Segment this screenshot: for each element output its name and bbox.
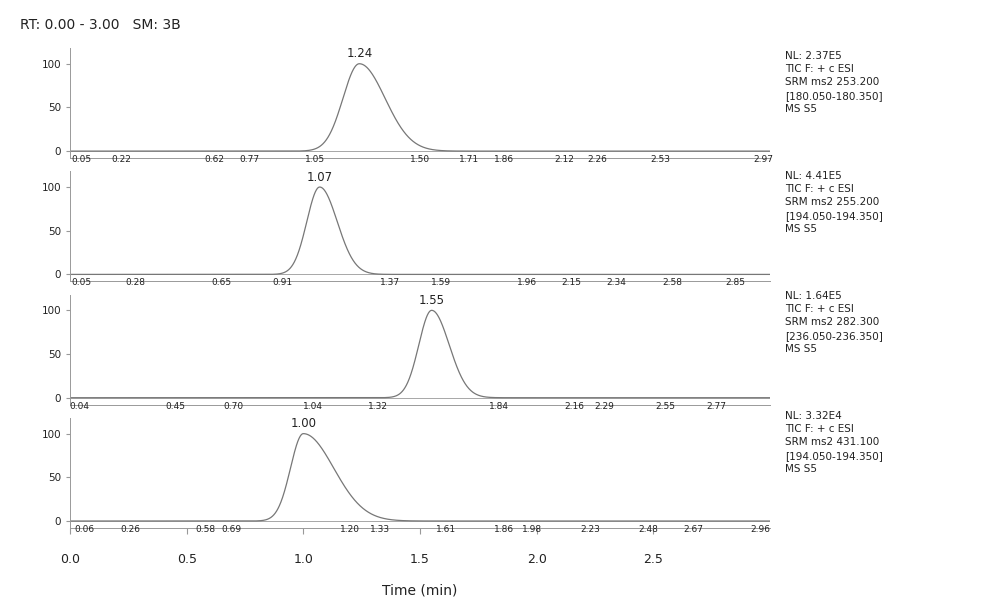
Text: 2.53: 2.53: [650, 155, 670, 164]
Text: RT: 0.00 - 3.00   SM: 3B: RT: 0.00 - 3.00 SM: 3B: [20, 18, 181, 32]
Text: 2.77: 2.77: [706, 401, 726, 410]
Text: 2.85: 2.85: [725, 278, 745, 287]
Text: 0.06: 0.06: [74, 525, 94, 534]
Text: 1.24: 1.24: [346, 47, 372, 60]
Text: 0.62: 0.62: [205, 155, 225, 164]
Text: 1.50: 1.50: [410, 155, 430, 164]
Text: 1.71: 1.71: [459, 155, 479, 164]
Text: 1.84: 1.84: [489, 401, 509, 410]
Text: 2.67: 2.67: [683, 525, 703, 534]
Text: 0.26: 0.26: [121, 525, 141, 534]
Text: 0.05: 0.05: [72, 278, 92, 287]
Text: 0.58: 0.58: [195, 525, 215, 534]
Text: 1.59: 1.59: [431, 278, 451, 287]
Text: 0.28: 0.28: [125, 278, 145, 287]
Text: 2.29: 2.29: [594, 401, 614, 410]
Text: 2.55: 2.55: [655, 401, 675, 410]
Text: 0.69: 0.69: [221, 525, 241, 534]
Text: Time (min): Time (min): [382, 583, 458, 597]
Text: 1.96: 1.96: [517, 278, 537, 287]
Text: 2.12: 2.12: [555, 155, 575, 164]
Text: 1.07: 1.07: [307, 170, 333, 184]
Text: 1.37: 1.37: [380, 278, 400, 287]
Text: 2.48: 2.48: [639, 525, 659, 534]
Text: NL: 3.32E4
TIC F: + c ESI
SRM ms2 431.100
[194.050-194.350]
MS S5: NL: 3.32E4 TIC F: + c ESI SRM ms2 431.10…: [785, 411, 883, 474]
Text: 2.16: 2.16: [564, 401, 584, 410]
Text: 1.55: 1.55: [419, 294, 445, 307]
Text: 0.04: 0.04: [69, 401, 89, 410]
Text: 0.22: 0.22: [111, 155, 131, 164]
Text: 2.96: 2.96: [751, 525, 771, 534]
Text: 2.58: 2.58: [662, 278, 682, 287]
Text: 0.05: 0.05: [72, 155, 92, 164]
Text: NL: 2.37E5
TIC F: + c ESI
SRM ms2 253.200
[180.050-180.350]
MS S5: NL: 2.37E5 TIC F: + c ESI SRM ms2 253.20…: [785, 51, 883, 114]
Text: 2.26: 2.26: [587, 155, 607, 164]
Text: 1.20: 1.20: [340, 525, 360, 534]
Text: 1.86: 1.86: [494, 155, 514, 164]
Text: 2.34: 2.34: [606, 278, 626, 287]
Text: 0.70: 0.70: [223, 401, 243, 410]
Text: 2.15: 2.15: [562, 278, 582, 287]
Text: 0.91: 0.91: [272, 278, 292, 287]
Text: 1.00: 1.00: [290, 417, 316, 430]
Text: 0.77: 0.77: [240, 155, 260, 164]
Text: 0.65: 0.65: [212, 278, 232, 287]
Text: 2.23: 2.23: [580, 525, 600, 534]
Text: NL: 1.64E5
TIC F: + c ESI
SRM ms2 282.300
[236.050-236.350]
MS S5: NL: 1.64E5 TIC F: + c ESI SRM ms2 282.30…: [785, 291, 883, 354]
Text: 1.32: 1.32: [368, 401, 388, 410]
Text: 1.86: 1.86: [494, 525, 514, 534]
Text: 2.97: 2.97: [753, 155, 773, 164]
Text: 1.04: 1.04: [303, 401, 323, 410]
Text: 0.45: 0.45: [165, 401, 185, 410]
Text: 1.61: 1.61: [436, 525, 456, 534]
Text: 1.98: 1.98: [522, 525, 542, 534]
Text: 1.05: 1.05: [305, 155, 325, 164]
Text: 1.33: 1.33: [370, 525, 390, 534]
Text: NL: 4.41E5
TIC F: + c ESI
SRM ms2 255.200
[194.050-194.350]
MS S5: NL: 4.41E5 TIC F: + c ESI SRM ms2 255.20…: [785, 171, 883, 234]
